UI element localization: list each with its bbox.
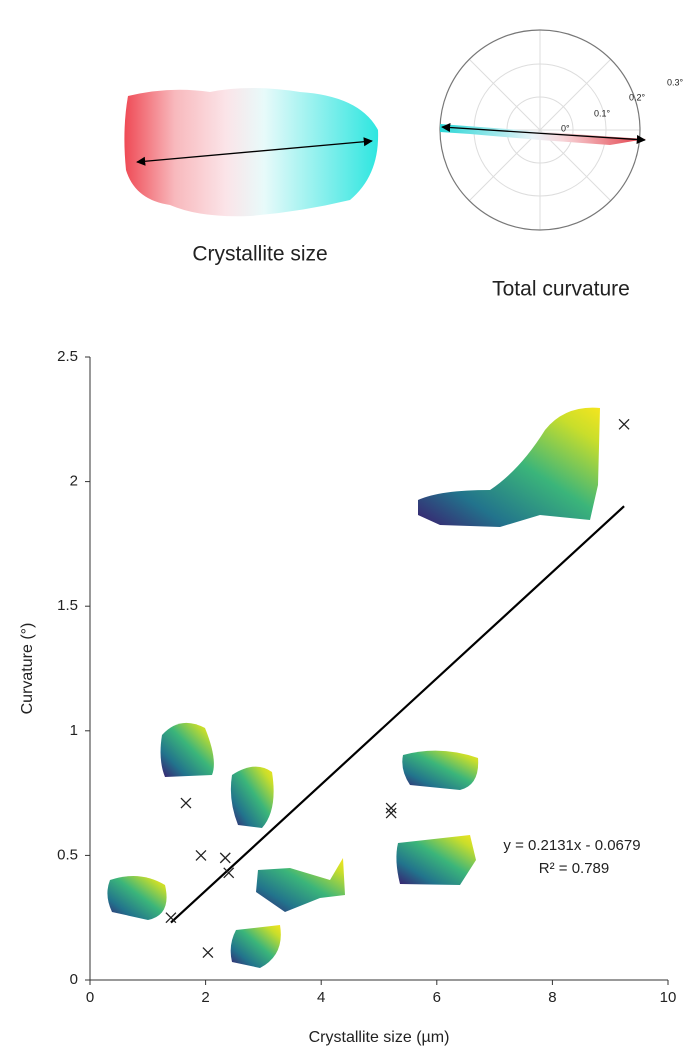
trend-r2: R² = 0.789	[539, 860, 609, 877]
polar-tick: 0°	[561, 123, 570, 133]
y-axis-title: Curvature (°)	[19, 623, 36, 715]
x-tick-label: 6	[433, 989, 441, 1006]
data-point	[219, 852, 231, 864]
data-point	[385, 802, 397, 814]
curvature-arrow	[441, 122, 646, 145]
trendline	[170, 505, 625, 924]
x-tick-label: 10	[660, 989, 677, 1006]
y-tick-label: 1	[70, 722, 78, 739]
x-tick-label: 8	[548, 989, 556, 1006]
x-tick-label: 4	[317, 989, 325, 1006]
y-tick-label: 0.5	[57, 846, 78, 863]
data-point	[195, 849, 207, 861]
y-tick-label: 1.5	[57, 597, 78, 614]
curvature-caption: Total curvature	[492, 278, 630, 301]
data-point	[180, 797, 192, 809]
y-tick-label: 2.5	[57, 348, 78, 365]
polar-tick: 0.3°	[667, 77, 684, 87]
polar-tick: 0.2°	[629, 92, 646, 102]
y-tick-label: 0	[70, 971, 78, 988]
size-caption: Crystallite size	[192, 243, 327, 266]
data-point	[202, 947, 214, 959]
size-arrow	[136, 137, 373, 166]
data-point	[223, 867, 235, 879]
polar-tick: 0.1°	[594, 108, 611, 118]
x-tick-label: 0	[86, 989, 94, 1006]
trend-equation: y = 0.2131x - 0.0679	[503, 837, 640, 854]
crystallite-maps	[107, 407, 600, 968]
y-tick-label: 2	[70, 473, 78, 490]
x-axis-title: Crystallite size (µm)	[309, 1029, 450, 1046]
data-point	[618, 418, 630, 430]
data-point	[165, 912, 177, 924]
data-point	[385, 807, 397, 819]
x-tick-label: 2	[201, 989, 209, 1006]
